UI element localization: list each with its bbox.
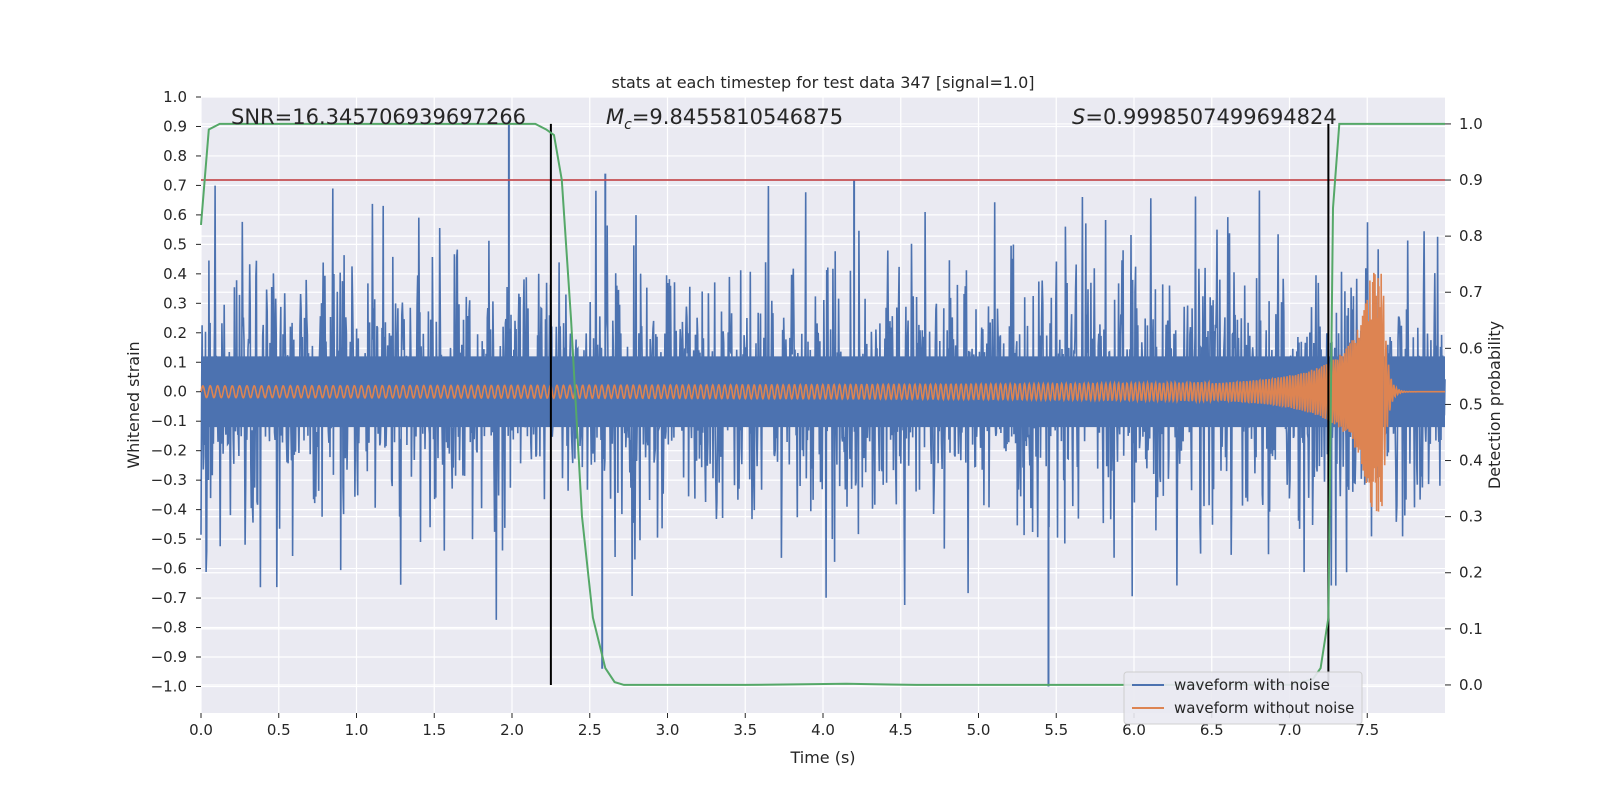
- y-left-tick-label: −0.6: [151, 560, 187, 578]
- y-right-tick-label: 1.0: [1459, 115, 1483, 133]
- y-left-tick-label: −0.5: [151, 530, 187, 548]
- x-tick-label: 6.0: [1122, 721, 1146, 739]
- y-left-tick-label: −0.9: [151, 648, 187, 666]
- clean-waveform-line: [200, 272, 1445, 512]
- y-right-tick-label: 0.2: [1459, 564, 1483, 582]
- s-value: =0.9998507499694824: [1085, 105, 1336, 129]
- x-tick-label: 4.5: [889, 721, 913, 739]
- legend-box: [1123, 671, 1363, 725]
- y-left-tick-label: −0.2: [151, 442, 187, 460]
- mc-symbol: M: [606, 105, 624, 129]
- legend: waveform with noise waveform without noi…: [1123, 671, 1363, 725]
- y-left-tick-label: 1.0: [163, 88, 187, 106]
- y-left-tick-label: 0.0: [163, 383, 187, 401]
- detection-probability-line: [200, 122, 1445, 686]
- y-left-tick-label: 0.6: [163, 206, 187, 224]
- y-left-tick-label: −0.4: [151, 501, 187, 519]
- x-tick-label: 4.0: [811, 721, 835, 739]
- x-tick-label: 2.0: [500, 721, 524, 739]
- y-left-tick-label: −0.1: [151, 412, 187, 430]
- x-tick-label: 1.5: [422, 721, 446, 739]
- y-left-tick-label: −0.8: [151, 619, 187, 637]
- y-right-tick-label: 0.9: [1459, 171, 1483, 189]
- legend-label-noise: waveform with noise: [1174, 676, 1330, 694]
- y-left-tick-label: 0.7: [163, 176, 187, 194]
- y-right-tick-label: 0.8: [1459, 227, 1483, 245]
- x-tick-label: 5.5: [1044, 721, 1068, 739]
- x-tick-label: 6.5: [1200, 721, 1224, 739]
- y-right-tick-label: 0.7: [1459, 283, 1483, 301]
- y-right-tick-label: 0.3: [1459, 508, 1483, 526]
- chirp-mass-annotation: Mc=9.8455810546875: [606, 105, 843, 133]
- x-tick-label: 2.5: [578, 721, 602, 739]
- x-tick-label: 1.0: [345, 721, 369, 739]
- y-left-tick-label: 0.8: [163, 147, 187, 165]
- y-right-tick-label: 0.5: [1459, 395, 1483, 413]
- statistic-annotation: S=0.9998507499694824: [1072, 105, 1337, 129]
- x-tick-label: 5.0: [967, 721, 991, 739]
- overlay-layer: [200, 122, 1445, 686]
- clean-waveform-layer: [200, 272, 1445, 512]
- y-right-tick-label: 0.1: [1459, 620, 1483, 638]
- x-tick-label: 0.5: [267, 721, 291, 739]
- mc-subscript: c: [624, 117, 632, 133]
- y-left-tick-label: −0.3: [151, 471, 187, 489]
- x-tick-label: 3.0: [656, 721, 680, 739]
- chart-title: stats at each timestep for test data 347…: [611, 73, 1034, 92]
- y-left-tick-label: 0.3: [163, 294, 187, 312]
- y-right-tick-label: 0.4: [1459, 452, 1483, 470]
- snr-annotation: SNR=16.345706939697266: [231, 105, 526, 129]
- y-left-tick-label: 0.4: [163, 265, 187, 283]
- y-left-tick-label: −0.7: [151, 589, 187, 607]
- y-axis-label-left: Whitened strain: [124, 341, 143, 468]
- y-left-tick-label: 0.9: [163, 117, 187, 135]
- ticks-layer: 0.0 0.5 1.0 1.5 2.0 2.5 3.0 3.5 4.0 4.5 5.0 5.5 6.0 6…: [151, 88, 1483, 739]
- x-tick-label: 7.0: [1278, 721, 1302, 739]
- y-right-tick-label: 0.0: [1459, 676, 1483, 694]
- y-left-tick-label: −1.0: [151, 677, 187, 695]
- mc-value: =9.8455810546875: [632, 105, 843, 129]
- legend-label-clean: waveform without noise: [1174, 699, 1354, 717]
- y-axis-label-right: Detection probability: [1485, 321, 1504, 489]
- s-symbol: S: [1072, 105, 1085, 129]
- y-left-tick-label: 0.1: [163, 353, 187, 371]
- x-tick-label: 0.0: [189, 721, 213, 739]
- y-left-tick-label: 0.5: [163, 235, 187, 253]
- x-tick-label: 3.5: [733, 721, 757, 739]
- x-axis-label: Time (s): [789, 748, 855, 767]
- y-left-tick-label: 0.2: [163, 324, 187, 342]
- x-tick-label: 7.5: [1355, 721, 1379, 739]
- y-right-tick-label: 0.6: [1459, 339, 1483, 357]
